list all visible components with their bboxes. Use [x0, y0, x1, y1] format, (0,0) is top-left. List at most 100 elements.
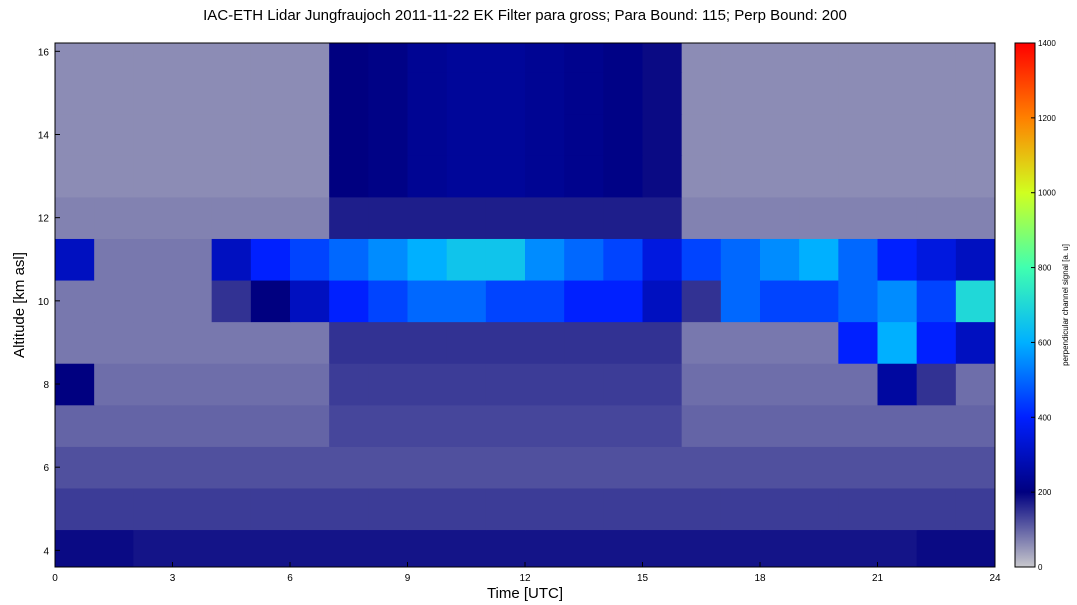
heatmap-cell — [525, 72, 565, 115]
x-tick-label: 12 — [519, 573, 531, 584]
heatmap-cell — [55, 155, 95, 198]
heatmap-cell — [603, 280, 643, 323]
heatmap-cell — [916, 238, 957, 281]
heatmap-cell — [838, 72, 878, 115]
heatmap-cell — [94, 404, 134, 447]
y-tick-label: 14 — [38, 130, 50, 141]
heatmap-cell — [172, 196, 213, 239]
x-tick-label: 24 — [989, 573, 1001, 584]
heatmap-cell — [877, 196, 918, 239]
heatmap-cell — [407, 155, 448, 198]
heatmap-cell — [720, 446, 761, 489]
heatmap-cell — [211, 72, 252, 115]
x-tick-label: 15 — [637, 573, 649, 584]
heatmap-cell — [877, 113, 918, 156]
heatmap-cell — [603, 72, 643, 115]
heatmap-cell — [799, 113, 839, 156]
heatmap-cell — [955, 238, 996, 281]
heatmap-cell — [94, 238, 134, 281]
heatmap-cell — [603, 113, 643, 156]
heatmap-cell — [329, 155, 369, 198]
heatmap-cell — [250, 72, 291, 115]
heatmap-cell — [603, 321, 643, 364]
heatmap-cell — [329, 196, 369, 239]
heatmap-cell — [838, 321, 878, 364]
heatmap-cell — [446, 529, 487, 568]
heatmap-cell — [250, 238, 291, 281]
heatmap-cell — [720, 113, 761, 156]
heatmap-cell — [877, 43, 918, 73]
heatmap-cell — [916, 446, 957, 489]
heatmap-cell — [290, 280, 330, 323]
heatmap-cell — [525, 529, 565, 568]
heatmap-cell — [250, 321, 291, 364]
heatmap-cell — [94, 113, 134, 156]
heatmap-cell — [681, 363, 722, 406]
heatmap-cell — [955, 363, 996, 406]
heatmap-cell — [642, 72, 683, 115]
y-tick-label: 4 — [43, 546, 49, 557]
heatmap-cell — [916, 529, 957, 568]
heatmap-cell — [799, 529, 839, 568]
heatmap-cell — [681, 155, 722, 198]
heatmap-cell — [250, 196, 291, 239]
heatmap-cell — [407, 321, 448, 364]
heatmap-cell — [877, 155, 918, 198]
heatmap-cell — [564, 155, 604, 198]
heatmap-cell — [955, 155, 996, 198]
heatmap-cell — [290, 43, 330, 73]
heatmap-cell — [55, 280, 95, 323]
heatmap-cell — [211, 363, 252, 406]
heatmap-cell — [642, 487, 683, 531]
heatmap-cell — [407, 280, 448, 323]
heatmap-cell — [485, 280, 526, 323]
heatmap-cell — [446, 321, 487, 364]
heatmap-cell — [407, 43, 448, 73]
heatmap-cell — [133, 155, 173, 198]
heatmap-cell — [877, 238, 918, 281]
heatmap-cell — [133, 487, 173, 531]
heatmap-cell — [525, 155, 565, 198]
heatmap-cell — [799, 321, 839, 364]
heatmap-cell — [133, 43, 173, 73]
heatmap-cell — [94, 72, 134, 115]
heatmap-cell — [642, 280, 683, 323]
heatmap-cell — [368, 155, 408, 198]
colorbar-tick-label: 600 — [1038, 338, 1052, 347]
heatmap-cell — [720, 196, 761, 239]
heatmap-cell — [290, 363, 330, 406]
heatmap-cell — [446, 113, 487, 156]
heatmap-cell — [446, 363, 487, 406]
heatmap-cell — [368, 487, 408, 531]
heatmap-cell — [603, 446, 643, 489]
heatmap-cell — [760, 238, 800, 281]
heatmap-cell — [760, 529, 800, 568]
heatmap-cell — [525, 113, 565, 156]
heatmap-cell — [55, 363, 95, 406]
heatmap-cell — [94, 43, 134, 73]
heatmap-cell — [55, 404, 95, 447]
heatmap-cell — [172, 238, 213, 281]
heatmap-cell — [760, 404, 800, 447]
heatmap-cell — [485, 363, 526, 406]
heatmap-cell — [720, 363, 761, 406]
heatmap-cell — [329, 43, 369, 73]
heatmap-cell — [94, 280, 134, 323]
heatmap-cell — [916, 113, 957, 156]
heatmap-cell — [133, 113, 173, 156]
heatmap-cell — [525, 363, 565, 406]
heatmap-cell — [172, 113, 213, 156]
heatmap-cell — [838, 43, 878, 73]
heatmap-cell — [681, 529, 722, 568]
heatmap-cell — [250, 363, 291, 406]
heatmap-cell — [838, 196, 878, 239]
heatmap-cell — [838, 113, 878, 156]
heatmap-cell — [838, 280, 878, 323]
heatmap-cell — [94, 529, 134, 568]
heatmap-cell — [877, 446, 918, 489]
heatmap-cell — [133, 72, 173, 115]
heatmap-cell — [642, 446, 683, 489]
heatmap-cell — [329, 238, 369, 281]
heatmap-cell — [485, 72, 526, 115]
heatmap-cell — [838, 446, 878, 489]
